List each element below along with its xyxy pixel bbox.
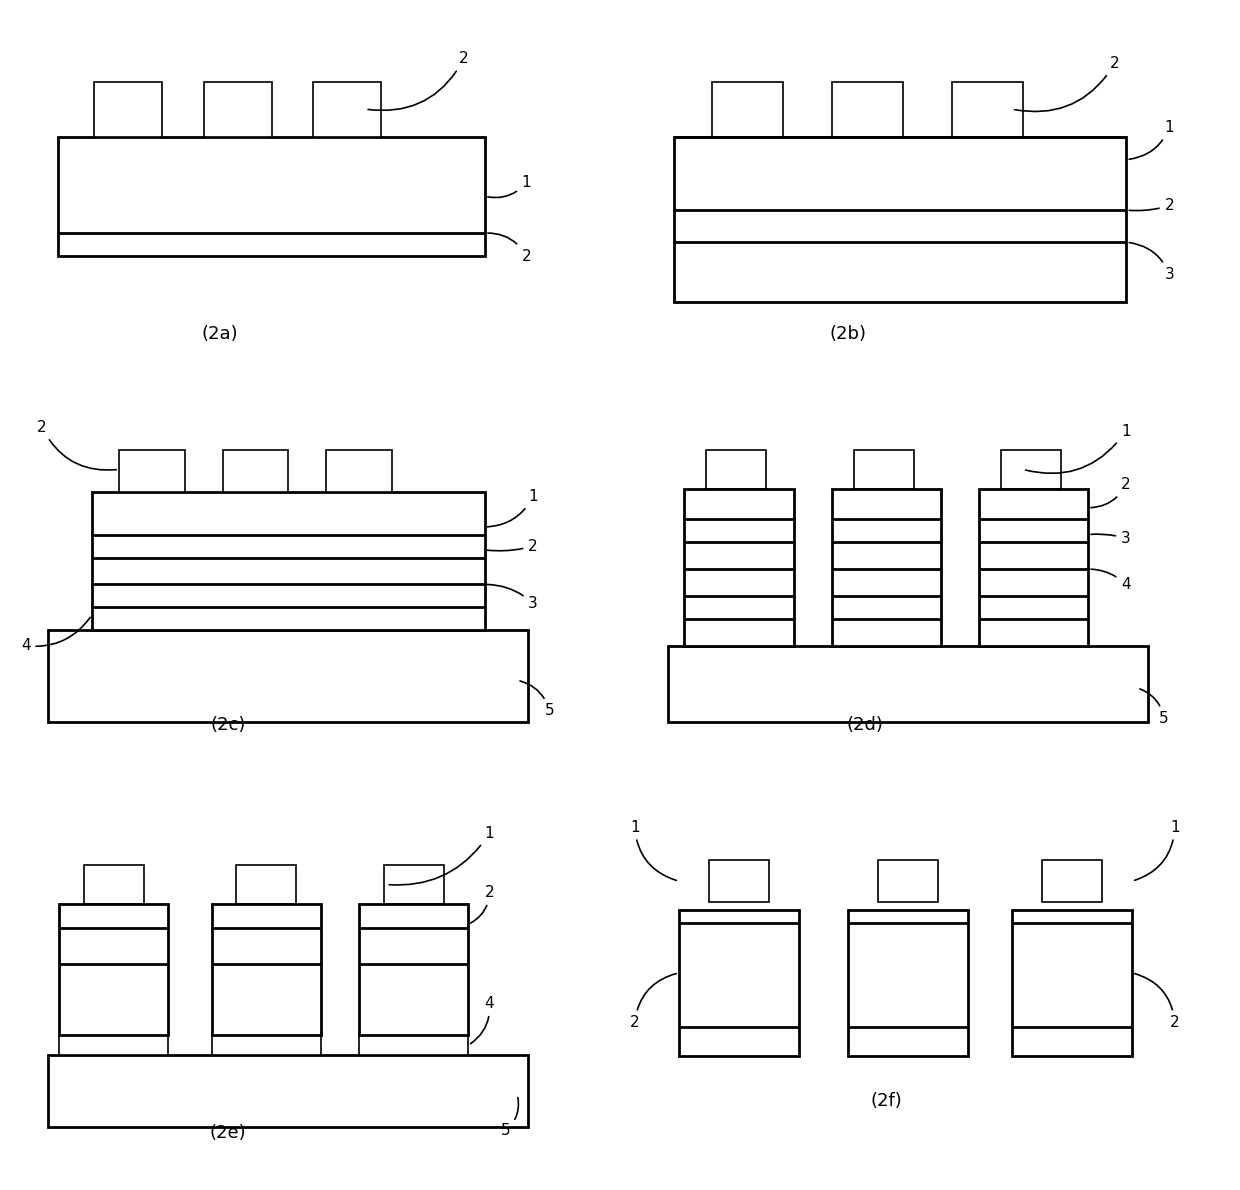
Bar [709, 860, 769, 902]
Text: (2f): (2f) [870, 1092, 903, 1110]
Bar [1042, 860, 1102, 902]
Bar [980, 489, 1089, 646]
Bar [680, 910, 799, 1057]
Text: 2: 2 [1014, 56, 1120, 112]
Text: 5: 5 [520, 681, 554, 719]
Text: 2: 2 [368, 51, 469, 111]
Text: 2: 2 [37, 420, 117, 470]
Bar [360, 1035, 469, 1056]
Bar [707, 450, 766, 489]
Text: (2b): (2b) [830, 325, 867, 343]
Text: 2: 2 [471, 885, 495, 923]
Text: 3: 3 [1091, 531, 1131, 546]
Bar [684, 489, 794, 646]
Text: (2a): (2a) [201, 325, 238, 343]
Bar [58, 137, 485, 256]
Bar [952, 82, 1023, 137]
Bar [832, 82, 903, 137]
Bar [853, 450, 914, 489]
Text: 3: 3 [1130, 243, 1174, 282]
Bar [1001, 450, 1061, 489]
Bar [360, 904, 469, 1035]
Bar [203, 82, 272, 137]
Text: 2: 2 [1130, 198, 1174, 213]
Text: 1: 1 [1135, 820, 1179, 881]
Text: 5: 5 [1140, 689, 1169, 726]
Bar [94, 82, 162, 137]
Text: 2: 2 [1135, 973, 1179, 1031]
Bar [119, 450, 185, 493]
Text: 1: 1 [389, 826, 495, 885]
Bar [383, 865, 444, 904]
Text: 4: 4 [1091, 569, 1131, 591]
Text: 5: 5 [501, 1097, 518, 1138]
Bar [60, 1035, 169, 1056]
Bar [832, 489, 941, 646]
Bar [60, 904, 169, 1035]
Text: 3: 3 [487, 584, 538, 612]
Text: 4: 4 [470, 996, 495, 1044]
Text: 2: 2 [1091, 477, 1131, 508]
Text: 2: 2 [487, 539, 538, 553]
Text: 2: 2 [630, 973, 676, 1031]
Bar [1012, 910, 1132, 1057]
Text: 2: 2 [487, 233, 531, 263]
Text: (2d): (2d) [846, 716, 883, 734]
Bar [326, 450, 392, 493]
Bar [237, 865, 296, 904]
Bar [673, 137, 1126, 302]
Bar [668, 646, 1148, 722]
Text: 4: 4 [21, 618, 91, 653]
Bar [48, 1056, 528, 1127]
Bar [212, 904, 321, 1035]
Text: 1: 1 [1130, 120, 1174, 159]
Text: 1: 1 [1025, 424, 1131, 474]
Bar [48, 631, 528, 722]
Text: 1: 1 [487, 489, 538, 527]
Bar [92, 493, 485, 631]
Bar [878, 860, 939, 902]
Bar [314, 82, 381, 137]
Text: (2c): (2c) [211, 716, 246, 734]
Bar [223, 450, 288, 493]
Bar [848, 910, 968, 1057]
Bar [83, 865, 144, 904]
Bar [712, 82, 782, 137]
Text: 1: 1 [487, 175, 531, 198]
Bar [212, 1035, 321, 1056]
Text: (2e): (2e) [210, 1125, 247, 1142]
Text: 1: 1 [630, 820, 676, 881]
